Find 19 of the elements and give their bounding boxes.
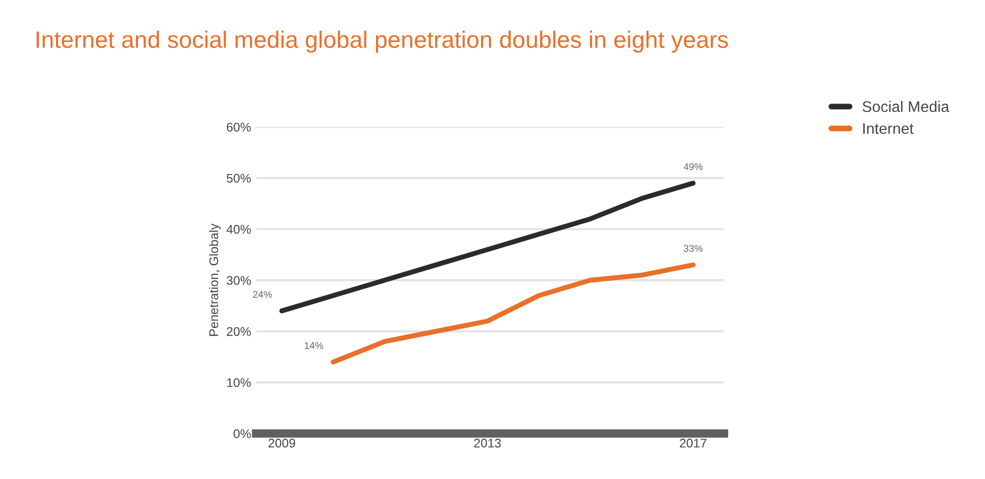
y-tick-label: 30% xyxy=(226,276,251,285)
y-tick-label: 50% xyxy=(226,174,251,183)
line-series xyxy=(330,262,696,364)
data-label: 49% xyxy=(684,163,703,170)
legend-label: Internet xyxy=(863,123,914,134)
y-tick-label: 10% xyxy=(227,378,251,388)
data-label: 24% xyxy=(253,290,272,298)
data-label: 14% xyxy=(304,342,324,349)
legend-label: Social Media xyxy=(862,100,950,112)
y-tick-label: 0% xyxy=(234,429,251,438)
y-axis-title: Penetration, Globaly xyxy=(209,224,221,336)
data-label: 33% xyxy=(684,244,703,252)
y-tick-label: 40% xyxy=(226,224,251,234)
x-tick-label: 2009 xyxy=(268,438,296,448)
y-tick-label: 60% xyxy=(226,122,251,132)
y-tick-label: 20% xyxy=(226,327,251,336)
x-tick-label: 2013 xyxy=(474,438,501,448)
x-tick-label: 2017 xyxy=(680,438,706,448)
chart-title: Internet and social media global penetration doubles in eight years xyxy=(36,30,728,53)
